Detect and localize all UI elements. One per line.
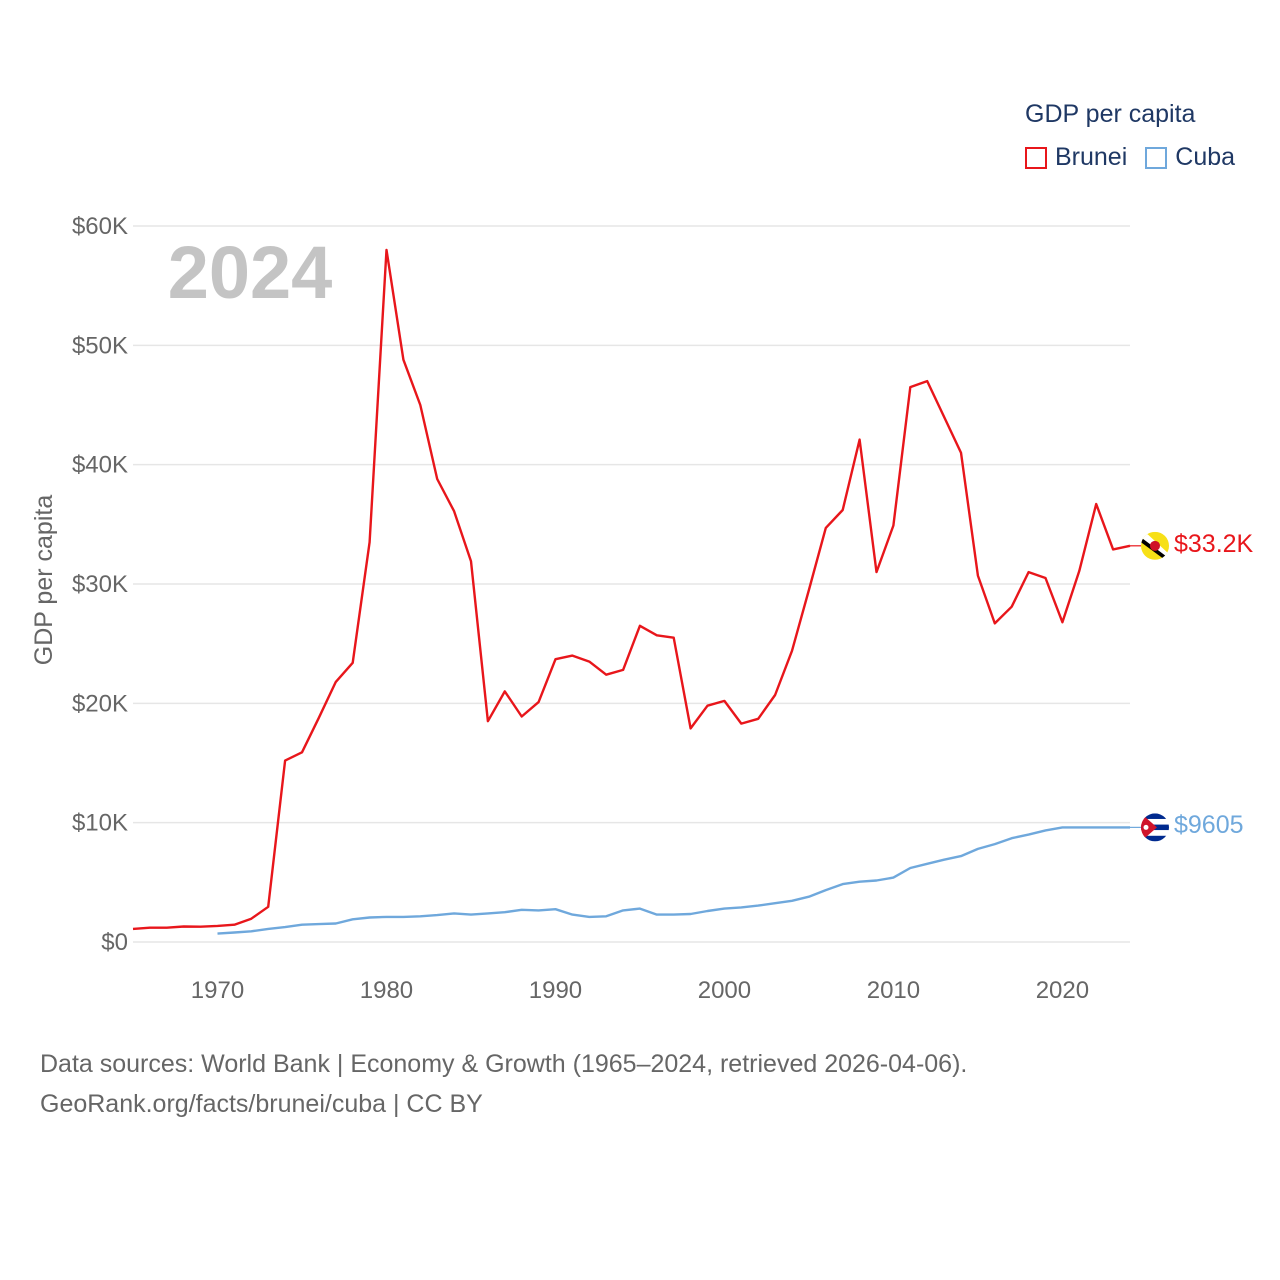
y-tick-label: $10K (72, 810, 128, 837)
source-note: Data sources: World Bank | Economy & Gro… (40, 1050, 968, 1078)
y-axis-label: GDP per capita (30, 495, 58, 666)
legend-label-brunei: Brunei (1055, 143, 1128, 171)
gridlines (133, 225, 1130, 943)
series-line-cuba[interactable] (217, 826, 1131, 935)
y-tick-label: $30K (72, 571, 128, 598)
footer: Data sources: World Bank | Economy & Gro… (40, 1044, 967, 1124)
x-tick-label: 2000 (698, 977, 751, 1004)
year-label: 2024 (168, 231, 333, 314)
series-lines (132, 248, 1131, 935)
legend-item-brunei[interactable]: Brunei (1025, 143, 1127, 172)
x-tick-label: 1970 (191, 977, 244, 1004)
y-axis-ticks: $0 $10K $20K $30K $40K $50K $60K (72, 213, 128, 956)
x-tick-label: 1990 (529, 977, 582, 1004)
y-tick-label: $40K (72, 452, 128, 479)
x-tick-label: 2020 (1036, 977, 1089, 1004)
legend-swatch-cuba (1145, 146, 1168, 169)
y-tick-label: $20K (72, 690, 128, 717)
legend-swatch-brunei (1025, 146, 1047, 169)
x-axis-ticks: 1970 1980 1990 2000 2010 2020 (191, 977, 1089, 1004)
legend-title: GDP per capita (1025, 100, 1196, 128)
x-tick-label: 1980 (360, 977, 413, 1004)
y-tick-label: $50K (72, 332, 128, 359)
credit-link[interactable]: GeoRank.org/facts/brunei/cuba | CC BY (40, 1090, 483, 1118)
end-label-brunei: $33.2K (1174, 530, 1254, 558)
y-tick-label: $60K (72, 213, 128, 240)
cuba-flag-icon (1141, 813, 1169, 842)
series-end-markers: $33.2K $9605 (1130, 530, 1254, 842)
end-label-cuba: $9605 (1174, 811, 1244, 839)
brunei-flag-icon (1141, 531, 1169, 560)
legend: Brunei Cuba (1025, 143, 1253, 172)
legend-item-cuba[interactable]: Cuba (1145, 143, 1235, 172)
series-line-brunei[interactable] (132, 248, 1131, 931)
y-tick-label: $0 (101, 929, 128, 956)
x-tick-label: 2010 (867, 977, 920, 1004)
legend-label-cuba: Cuba (1175, 143, 1236, 171)
